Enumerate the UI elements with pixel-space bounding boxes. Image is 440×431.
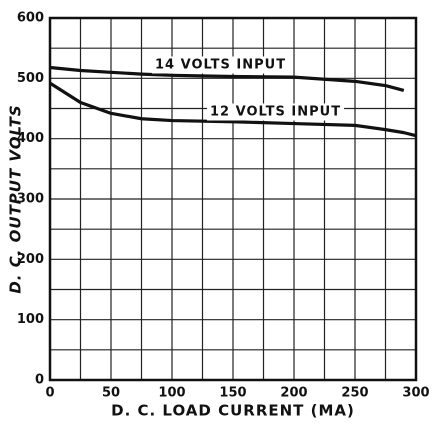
y-tick-label: 100 <box>17 312 44 327</box>
y-tick-label: 600 <box>17 11 44 26</box>
y-tick-label: 400 <box>17 131 44 146</box>
series-label-bg <box>152 56 290 74</box>
series-label: 14 VOLTS INPUT <box>155 58 286 73</box>
x-tick-label: 0 <box>45 386 54 401</box>
series-line <box>49 65 405 92</box>
plot-frame <box>48 16 418 382</box>
series-line <box>49 81 417 138</box>
series-label-bg <box>207 103 345 121</box>
x-axis-label: D. C. LOAD CURRENT (MA) <box>111 402 355 420</box>
x-tick-label: 200 <box>280 386 307 401</box>
x-tick-label: 300 <box>402 386 429 401</box>
y-tick-label: 500 <box>17 71 44 86</box>
y-tick-label: 0 <box>35 373 44 388</box>
x-tick-label: 250 <box>341 386 368 401</box>
y-axis-label: D. C. OUTPUT VOLTS <box>7 104 25 293</box>
x-tick-label: 150 <box>219 386 246 401</box>
series-label: 12 VOLTS INPUT <box>210 105 341 120</box>
x-tick-label: 100 <box>158 386 185 401</box>
x-tick-label: 50 <box>102 386 120 401</box>
y-tick-label: 200 <box>17 252 44 267</box>
y-tick-label: 300 <box>17 192 44 207</box>
